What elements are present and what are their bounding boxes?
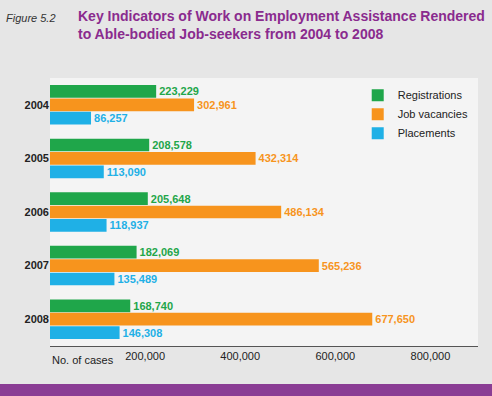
- svg-text:2008: 2008: [25, 313, 49, 325]
- svg-text:400,000: 400,000: [220, 350, 260, 362]
- svg-text:2007: 2007: [25, 259, 49, 271]
- svg-text:223,229: 223,229: [159, 85, 199, 97]
- svg-text:Placements: Placements: [398, 127, 456, 139]
- svg-text:565,236: 565,236: [322, 260, 362, 272]
- svg-text:Figure 5.2: Figure 5.2: [6, 12, 56, 24]
- svg-text:No. of cases: No. of cases: [52, 354, 114, 366]
- svg-text:200,000: 200,000: [125, 350, 165, 362]
- svg-text:208,578: 208,578: [152, 139, 192, 151]
- svg-text:600,000: 600,000: [315, 350, 355, 362]
- svg-text:182,069: 182,069: [140, 246, 180, 258]
- svg-text:Key Indicators of Work on Empl: Key Indicators of Work on Employment Ass…: [78, 8, 485, 42]
- svg-text:Registrations: Registrations: [398, 89, 463, 101]
- svg-text:86,257: 86,257: [94, 112, 128, 124]
- svg-text:432,314: 432,314: [259, 152, 300, 164]
- svg-text:2005: 2005: [25, 152, 49, 164]
- svg-text:205,648: 205,648: [151, 193, 191, 205]
- svg-text:146,308: 146,308: [123, 327, 163, 339]
- svg-text:302,961: 302,961: [197, 99, 237, 111]
- svg-text:800,000: 800,000: [411, 350, 451, 362]
- svg-text:Job vacancies: Job vacancies: [398, 108, 468, 120]
- svg-text:113,090: 113,090: [107, 166, 146, 178]
- svg-text:168,740: 168,740: [133, 300, 173, 312]
- svg-text:118,937: 118,937: [110, 219, 149, 231]
- svg-text:677,650: 677,650: [375, 313, 415, 325]
- svg-text:135,489: 135,489: [117, 273, 157, 285]
- svg-text:2004: 2004: [25, 99, 50, 111]
- svg-text:486,134: 486,134: [284, 206, 325, 218]
- svg-text:2006: 2006: [25, 206, 49, 218]
